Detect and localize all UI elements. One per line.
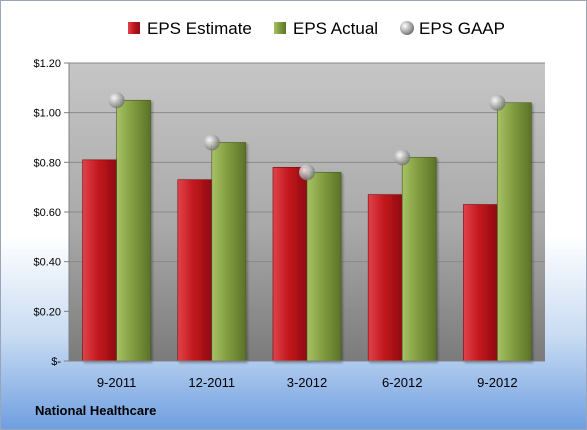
marker-eps-gaap xyxy=(489,94,506,111)
x-axis-ticks: 9-2011 12-2011 3-2012 6-2012 9-2012 xyxy=(69,360,545,390)
marker-eps-gaap xyxy=(394,149,411,166)
bar-eps-estimate xyxy=(463,204,498,362)
marker-eps-gaap xyxy=(108,92,125,109)
y-tick-label: $- xyxy=(51,356,61,368)
bar-eps-actual xyxy=(116,99,151,362)
legend-label-estimate: EPS Estimate xyxy=(147,19,252,38)
x-tick-label: 12-2011 xyxy=(188,375,235,390)
bar-eps-actual xyxy=(401,157,437,362)
bar-eps-actual xyxy=(306,171,342,362)
legend: EPS Estimate EPS Actual EPS GAAP xyxy=(128,19,505,38)
legend-swatch-actual xyxy=(274,22,286,34)
y-tick-label: $0.60 xyxy=(33,207,61,219)
x-tick-label: 6-2012 xyxy=(382,375,422,390)
y-tick-label: $0.40 xyxy=(33,257,61,269)
bar-eps-estimate xyxy=(177,179,213,362)
y-axis-ticks: $- $0.20 $0.40 $0.60 $0.80 $1.00 $1.20 xyxy=(33,58,70,368)
bar-eps-actual xyxy=(211,142,247,362)
legend-label-actual: EPS Actual xyxy=(293,19,378,38)
company-label: National Healthcare xyxy=(35,403,157,418)
gaap-markers xyxy=(108,92,506,181)
marker-eps-gaap xyxy=(203,134,220,151)
x-tick-label: 9-2012 xyxy=(477,375,517,390)
y-tick-label: $0.80 xyxy=(33,157,61,169)
y-tick-label: $0.20 xyxy=(33,306,61,318)
bar-eps-actual xyxy=(497,102,532,362)
legend-swatch-estimate xyxy=(128,22,140,34)
legend-label-gaap: EPS GAAP xyxy=(419,19,505,38)
bar-eps-estimate xyxy=(82,159,117,362)
marker-eps-gaap xyxy=(299,164,315,181)
x-tick-label: 9-2011 xyxy=(97,375,137,390)
y-tick-label: $1.20 xyxy=(33,58,61,70)
y-tick-label: $1.00 xyxy=(33,108,61,120)
bar-eps-estimate xyxy=(272,167,308,362)
bar-eps-estimate xyxy=(367,194,403,362)
legend-marker-gaap xyxy=(400,21,414,35)
x-tick-label: 3-2012 xyxy=(287,375,327,390)
bars xyxy=(82,99,532,362)
